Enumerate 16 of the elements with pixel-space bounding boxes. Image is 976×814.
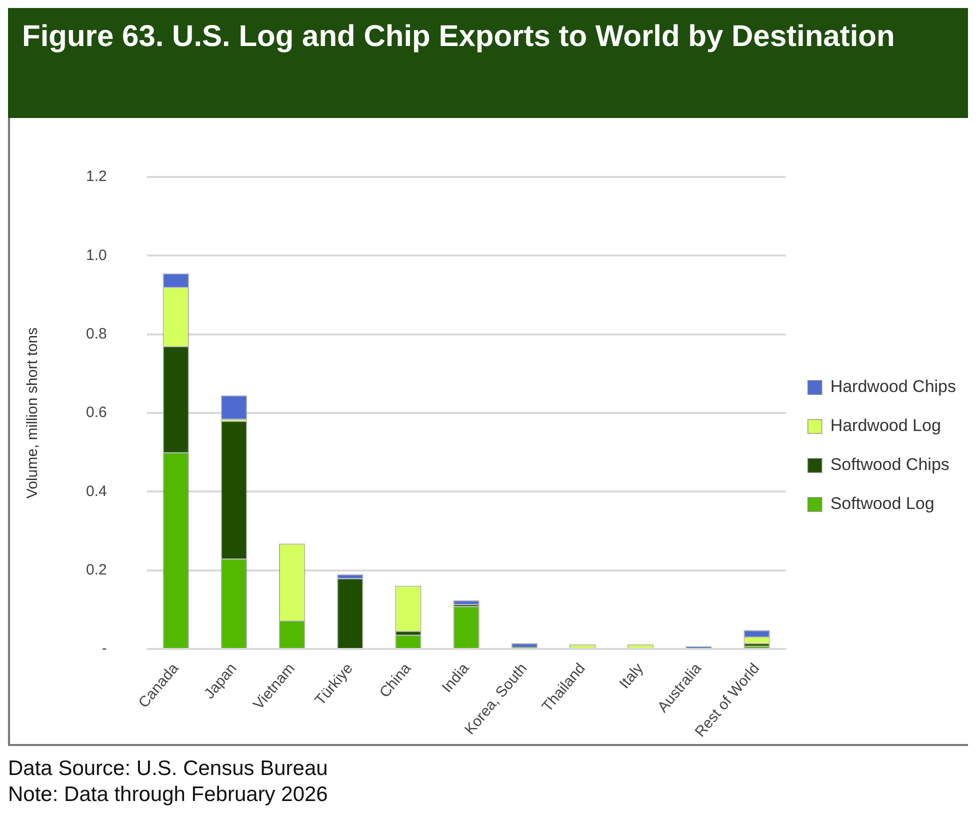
legend-label: Softwood Chips xyxy=(830,455,950,474)
legend-label: Hardwood Chips xyxy=(830,377,956,396)
y-tick-label: 0.2 xyxy=(86,562,107,579)
x-tick-label: Italy xyxy=(616,660,648,692)
legend-label: Hardwood Log xyxy=(830,416,941,436)
y-tick-label: 1.2 xyxy=(86,168,107,186)
y-axis-title: Volume, million short tons xyxy=(24,328,42,498)
chart-title: Figure 63. U.S. Log and Chip Exports to World by Destination xyxy=(8,8,968,118)
y-tick-label: 0.4 xyxy=(86,482,107,500)
source-note: Data Source: U.S. Census Bureau xyxy=(8,756,329,782)
y-tick-label: 1.0 xyxy=(86,246,107,264)
y-tick-label: 0.6 xyxy=(86,404,107,422)
legend-label: Softwood Log xyxy=(830,494,934,514)
y-tick-label: 0.8 xyxy=(86,325,107,342)
y-tick-label: - xyxy=(102,640,107,658)
text: Note: Data through February 2026 xyxy=(8,782,329,808)
